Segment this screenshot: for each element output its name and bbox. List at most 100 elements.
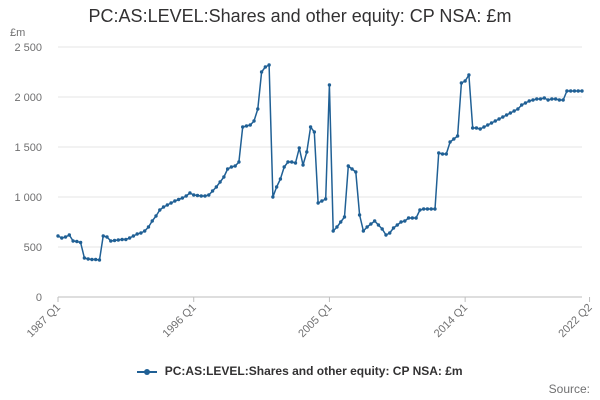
data-point — [127, 236, 132, 240]
data-point — [131, 234, 136, 238]
data-point — [71, 239, 75, 243]
data-point — [448, 140, 452, 144]
data-point — [218, 180, 222, 184]
data-point — [399, 220, 403, 224]
data-point — [335, 225, 339, 229]
data-point — [158, 208, 162, 212]
data-point — [116, 238, 121, 242]
data-point — [290, 160, 294, 164]
data-point — [256, 107, 260, 111]
data-point — [225, 167, 230, 171]
data-point — [233, 164, 237, 168]
data-point — [459, 81, 464, 85]
data-point — [312, 130, 317, 134]
data-point — [188, 191, 192, 195]
data-point — [293, 161, 298, 165]
data-point — [271, 195, 275, 199]
data-point — [241, 125, 245, 129]
data-point — [384, 233, 388, 237]
data-point — [557, 98, 562, 102]
data-point — [369, 222, 373, 226]
data-point — [568, 89, 573, 93]
data-point — [308, 125, 313, 129]
data-point — [388, 231, 392, 235]
data-point — [361, 229, 366, 233]
data-point — [120, 237, 124, 242]
data-point — [192, 193, 196, 197]
x-axis: 1987 Q1 1996 Q1 2005 Q1 2014 Q1 2022 Q2 — [25, 297, 595, 340]
data-point — [519, 103, 524, 107]
data-point — [90, 257, 94, 262]
data-point — [259, 70, 264, 74]
legend-swatch — [137, 368, 158, 375]
data-point — [75, 239, 79, 244]
data-point — [86, 257, 90, 261]
data-point — [516, 107, 520, 111]
data-point — [357, 213, 362, 217]
data-point — [252, 119, 256, 123]
data-point — [553, 97, 558, 101]
data-point — [440, 152, 445, 156]
data-point — [286, 160, 290, 164]
data-point — [67, 233, 72, 237]
data-point — [470, 126, 475, 130]
data-point — [101, 234, 105, 238]
data-point — [339, 220, 343, 224]
data-point — [165, 203, 170, 207]
data-point — [421, 207, 426, 211]
data-point — [376, 223, 381, 227]
data-point — [143, 229, 147, 233]
data-point — [112, 238, 117, 243]
data-point — [572, 89, 577, 93]
data-point — [203, 194, 207, 198]
data-point — [542, 96, 547, 100]
data-point — [63, 235, 68, 239]
y-tick-label: 1 500 — [14, 142, 42, 154]
data-point — [576, 89, 580, 93]
data-point — [535, 97, 539, 101]
data-point — [561, 98, 565, 102]
data-point — [305, 150, 309, 154]
data-point — [501, 115, 505, 119]
y-tick-label: 0 — [36, 292, 42, 304]
data-point — [493, 119, 497, 123]
x-tick-label: 2014 Q1 — [432, 302, 470, 340]
data-point — [418, 208, 422, 212]
data-point — [538, 97, 543, 101]
data-point — [97, 258, 102, 262]
data-point — [222, 175, 226, 179]
data-point — [214, 185, 219, 189]
chart-title: PC:AS:LEVEL:Shares and other equity: CP … — [88, 6, 512, 26]
data-point — [169, 201, 173, 205]
gridlines — [58, 46, 582, 298]
data-point — [244, 124, 249, 128]
y-axis-ticks: 0 500 1 000 1 500 2 000 2 500 — [14, 42, 42, 304]
data-point — [60, 236, 64, 240]
series-group — [56, 63, 584, 262]
data-point — [135, 232, 139, 236]
data-point — [210, 189, 215, 193]
data-point — [237, 160, 241, 164]
data-point — [433, 207, 437, 211]
source-label: Source: — [548, 382, 590, 396]
data-point — [342, 215, 347, 219]
data-point — [403, 219, 407, 223]
data-point — [391, 226, 396, 230]
legend-label: PC:AS:LEVEL:Shares and other equity: CP … — [164, 364, 463, 378]
data-point — [512, 109, 516, 113]
data-point — [267, 63, 271, 67]
data-point — [282, 165, 286, 169]
data-point — [146, 225, 151, 229]
data-point — [395, 223, 399, 227]
data-point — [301, 163, 305, 167]
data-point — [105, 235, 109, 239]
data-point — [124, 237, 128, 242]
data-point — [504, 113, 509, 117]
data-point — [546, 98, 550, 102]
data-point — [429, 207, 433, 211]
data-point — [184, 194, 188, 198]
data-point — [406, 216, 411, 220]
data-point — [365, 225, 369, 229]
data-point — [176, 197, 181, 202]
